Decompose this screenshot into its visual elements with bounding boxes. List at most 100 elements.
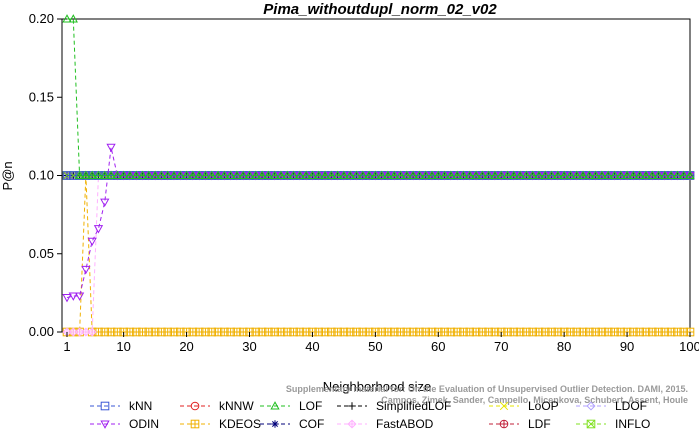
point-lof [616, 170, 626, 180]
point-lof [282, 170, 292, 180]
legend-marker [586, 401, 596, 411]
y-tick-label: 0.20 [29, 11, 54, 26]
point-lof [584, 170, 594, 180]
legend-label: KDEOS [219, 417, 261, 431]
legend-label: kNNW [219, 399, 254, 413]
point-lof [332, 170, 343, 180]
legend-label: INFLO [615, 417, 650, 431]
point-lof [131, 170, 141, 180]
point-lof [219, 170, 229, 180]
point-lof [93, 170, 104, 180]
point-odin [100, 198, 110, 207]
point-lof [106, 170, 116, 180]
point-knn [62, 171, 72, 180]
point-lof [421, 170, 431, 180]
point-lof [609, 170, 620, 180]
legend-marker [100, 420, 110, 429]
point-lof [213, 170, 223, 180]
legend-label: FastABOD [376, 417, 434, 431]
point-lof [175, 170, 185, 180]
legend-item-fastabod: FastABOD [337, 417, 434, 431]
point-lof [509, 170, 519, 180]
point-lof [288, 170, 299, 180]
legend-label: LDOF [615, 399, 647, 413]
point-lof [458, 170, 469, 180]
x-tick-label: 70 [494, 339, 508, 354]
point-lof [402, 170, 412, 180]
point-lof [641, 170, 651, 180]
y-tick-label: 0.15 [29, 89, 54, 104]
legend-marker [586, 419, 596, 429]
point-lof [477, 170, 487, 180]
legend-item-loop: LoOP [489, 399, 559, 413]
point-lof [572, 170, 582, 180]
watermark-line2: Campos, Zimek, Sander, Campello, Micenko… [381, 395, 688, 405]
point-odin [93, 225, 104, 234]
legend-label: LoOP [528, 399, 559, 413]
point-lof [490, 170, 500, 180]
x-tick-label: 50 [368, 339, 382, 354]
point-lof [672, 170, 683, 180]
legend-label: LDF [528, 417, 551, 431]
point-lof [666, 170, 676, 180]
legend-item-odin: ODIN [90, 417, 159, 431]
legend-label: LOF [299, 399, 322, 413]
legend-item-lof: LOF [260, 399, 322, 413]
legend-marker [499, 401, 509, 411]
point-lof [137, 170, 148, 180]
point-lof [81, 170, 91, 180]
point-lof [502, 170, 513, 180]
point-lof [68, 14, 78, 23]
point-lof [376, 170, 387, 180]
point-lof [200, 170, 211, 180]
point-lof [207, 170, 217, 180]
point-lof [534, 170, 544, 180]
x-axis-label: Neighborhood size [323, 379, 431, 394]
x-tick-label: 40 [305, 339, 319, 354]
point-lof [276, 170, 286, 180]
point-lof [307, 170, 318, 180]
point-lof [465, 170, 475, 180]
point-lof [414, 170, 425, 180]
point-lof [112, 170, 122, 180]
point-lof [635, 170, 645, 180]
chart-title: Pima_withoutdupl_norm_02_v02 [263, 1, 497, 18]
legend-item-ldf: LDF [489, 417, 551, 431]
point-lof [383, 170, 393, 180]
x-tick-label: 90 [620, 339, 634, 354]
legend-item-kdeos: KDEOS [180, 417, 261, 431]
point-lof [685, 170, 695, 180]
series-kdeos [62, 171, 695, 337]
x-tick-label: 60 [431, 339, 445, 354]
point-lof [156, 170, 167, 180]
series-line-fastabod [67, 175, 690, 333]
x-tick-label: 1 [63, 339, 70, 354]
legend-marker [348, 402, 356, 410]
point-lof [100, 170, 110, 180]
point-lof [521, 170, 532, 180]
legend-label: SimplifiedLOF [376, 399, 451, 413]
point-lof [314, 170, 324, 180]
point-lof [515, 170, 525, 180]
x-axis: 1 10 20 30 40 50 60 70 80 90 100 [63, 332, 699, 354]
point-lof [546, 170, 557, 180]
point-lof [446, 170, 456, 180]
point-lof [244, 170, 255, 180]
legend-item-knn: kNN [90, 399, 152, 413]
point-lof [483, 170, 494, 180]
point-lof [603, 170, 613, 180]
point-lof [370, 170, 381, 180]
x-tick-label: 20 [179, 339, 193, 354]
point-lof [433, 170, 443, 180]
point-lof [150, 170, 160, 180]
point-lof [238, 170, 248, 180]
legend-item-simplifiedlof: SimplifiedLOF [337, 399, 451, 413]
point-lof [597, 170, 607, 180]
point-fastabod [87, 327, 97, 337]
legend-item-knnw: kNNW [180, 399, 254, 413]
point-lof [125, 170, 135, 180]
point-lof [528, 170, 538, 180]
point-lof [471, 170, 481, 180]
y-tick-label: 0.05 [29, 246, 54, 261]
